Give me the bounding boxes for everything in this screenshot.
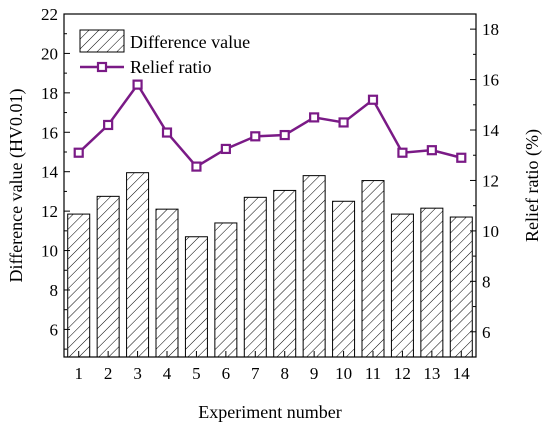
y2-axis-title: Relief ratio (%) bbox=[522, 129, 543, 242]
bar-1 bbox=[67, 213, 91, 358]
relief-ratio-point-5 bbox=[191, 161, 202, 172]
relief-ratio-point-7 bbox=[250, 131, 261, 142]
left-axis: 6 8 10 12 14 16 18 20 22 bbox=[41, 5, 70, 350]
legend-line-marker bbox=[96, 61, 108, 73]
plot-frame bbox=[63, 13, 477, 358]
left-tick-label-16: 16 bbox=[41, 123, 58, 142]
left-tick-label-12: 12 bbox=[41, 202, 58, 221]
left-tick-label-8: 8 bbox=[50, 281, 59, 300]
left-tick-label-14: 14 bbox=[41, 163, 59, 182]
bar-3 bbox=[126, 172, 150, 358]
relief-ratio-point-3 bbox=[132, 79, 143, 90]
legend: Difference value Relief ratio bbox=[79, 29, 250, 77]
left-tick-label-6: 6 bbox=[50, 320, 59, 339]
relief-ratio-point-10 bbox=[338, 117, 349, 128]
right-tick-label-14: 14 bbox=[482, 121, 500, 140]
legend-label-relief-ratio: Relief ratio bbox=[130, 57, 211, 77]
relief-ratio-line bbox=[77, 82, 462, 169]
x-tick-label-7: 7 bbox=[251, 364, 260, 383]
x-tick-label-5: 5 bbox=[192, 364, 201, 383]
bar-7 bbox=[243, 196, 267, 358]
line-series-relief-ratio bbox=[73, 79, 467, 172]
relief-ratio-point-8 bbox=[279, 129, 290, 141]
right-tick-label-16: 16 bbox=[482, 71, 499, 90]
x-tick-label-9: 9 bbox=[310, 364, 319, 383]
x-tick-label-6: 6 bbox=[222, 364, 231, 383]
bar-14 bbox=[449, 216, 473, 358]
right-axis: 6 8 10 12 14 16 18 bbox=[470, 20, 500, 358]
legend-label-difference-value: Difference value bbox=[130, 32, 250, 52]
x-tick-label-14: 14 bbox=[453, 364, 471, 383]
relief-ratio-point-12 bbox=[397, 147, 408, 158]
relief-ratio-point-14 bbox=[456, 152, 467, 163]
x-tick-label-8: 8 bbox=[280, 364, 289, 383]
bar-11 bbox=[361, 180, 385, 358]
right-tick-label-10: 10 bbox=[482, 222, 499, 241]
x-tick-label-11: 11 bbox=[365, 364, 381, 383]
x-tick-label-4: 4 bbox=[163, 364, 172, 383]
relief-ratio-point-2 bbox=[103, 119, 114, 131]
x-axis: 1 2 3 4 5 6 7 8 9 10 11 12 13 14 bbox=[74, 351, 470, 383]
relief-ratio-point-9 bbox=[309, 112, 320, 123]
left-tick-label-20: 20 bbox=[41, 44, 58, 63]
relief-ratio-point-4 bbox=[161, 127, 173, 138]
relief-ratio-point-1 bbox=[73, 147, 84, 158]
x-tick-label-2: 2 bbox=[104, 364, 113, 383]
relief-ratio-point-6 bbox=[220, 143, 231, 155]
right-tick-label-6: 6 bbox=[482, 323, 491, 342]
bar-4 bbox=[155, 208, 179, 358]
bar-13 bbox=[420, 207, 444, 358]
legend-bar-swatch bbox=[79, 29, 125, 53]
bar-9 bbox=[302, 175, 326, 358]
bar-2 bbox=[96, 195, 120, 358]
right-tick-label-12: 12 bbox=[482, 171, 499, 190]
bar-8 bbox=[273, 189, 297, 358]
bar-6 bbox=[214, 222, 238, 358]
x-tick-label-13: 13 bbox=[423, 364, 440, 383]
relief-ratio-point-13 bbox=[426, 145, 437, 156]
right-tick-label-18: 18 bbox=[482, 20, 499, 39]
bar-10 bbox=[332, 200, 356, 358]
left-tick-label-18: 18 bbox=[41, 84, 58, 103]
bar-5 bbox=[184, 236, 208, 358]
x-tick-label-3: 3 bbox=[133, 364, 142, 383]
bar-12 bbox=[390, 213, 414, 358]
x-axis-title: Experiment number bbox=[198, 402, 341, 422]
left-tick-label-10: 10 bbox=[41, 242, 58, 261]
relief-ratio-point-11 bbox=[367, 94, 379, 105]
left-tick-label-22: 22 bbox=[41, 5, 58, 24]
right-tick-label-8: 8 bbox=[482, 272, 491, 291]
x-tick-label-12: 12 bbox=[394, 364, 411, 383]
x-tick-label-1: 1 bbox=[74, 364, 83, 383]
x-tick-label-10: 10 bbox=[335, 364, 352, 383]
bar-series-difference-value bbox=[67, 172, 473, 358]
y-axis-title: Difference value (HV0.01) bbox=[6, 88, 27, 282]
